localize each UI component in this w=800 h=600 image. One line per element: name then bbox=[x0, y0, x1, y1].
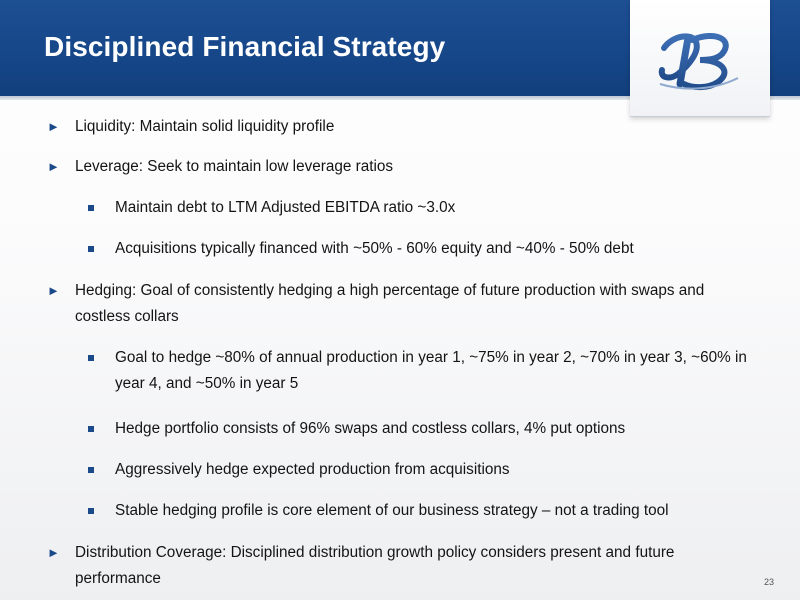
list-item: ► Leverage: Seek to maintain low leverag… bbox=[47, 154, 755, 180]
list-item-text: Maintain debt to LTM Adjusted EBITDA rat… bbox=[115, 199, 456, 216]
list-item: Goal to hedge ~80% of annual production … bbox=[88, 345, 765, 397]
list-item-text: Acquisitions typically financed with ~50… bbox=[115, 240, 634, 257]
list-item-text: Aggressively hedge expected production f… bbox=[115, 461, 510, 478]
triangle-bullet-icon: ► bbox=[47, 283, 60, 298]
list-item: Acquisitions typically financed with ~50… bbox=[88, 236, 765, 262]
page-number: 23 bbox=[764, 577, 775, 587]
triangle-bullet-icon: ► bbox=[47, 545, 60, 560]
list-item: Hedge portfolio consists of 96% swaps an… bbox=[88, 416, 765, 442]
list-item-text: Liquidity: Maintain solid liquidity prof… bbox=[75, 118, 335, 135]
list-item: ► Distribution Coverage: Disciplined dis… bbox=[47, 540, 755, 592]
list-item: Maintain debt to LTM Adjusted EBITDA rat… bbox=[88, 195, 765, 221]
square-bullet-icon bbox=[88, 426, 94, 432]
square-bullet-icon bbox=[88, 508, 94, 514]
list-item: Stable hedging profile is core element o… bbox=[88, 498, 765, 524]
square-bullet-icon bbox=[88, 246, 94, 252]
triangle-bullet-icon: ► bbox=[47, 119, 60, 134]
list-item-text: Leverage: Seek to maintain low leverage … bbox=[75, 158, 394, 175]
list-item-text: Distribution Coverage: Disciplined distr… bbox=[75, 544, 675, 587]
monogram-logo-icon bbox=[658, 33, 739, 91]
logo-panel bbox=[630, 0, 770, 117]
list-item: Aggressively hedge expected production f… bbox=[88, 457, 765, 483]
slide-title: Disciplined Financial Strategy bbox=[44, 31, 446, 62]
list-item-text: Hedging: Goal of consistently hedging a … bbox=[75, 282, 705, 325]
header-divider bbox=[0, 96, 800, 100]
square-bullet-icon bbox=[88, 355, 94, 361]
list-item: ► Liquidity: Maintain solid liquidity pr… bbox=[47, 114, 755, 140]
square-bullet-icon bbox=[88, 205, 94, 211]
list-item-text: Goal to hedge ~80% of annual production … bbox=[115, 349, 747, 392]
square-bullet-icon bbox=[88, 467, 94, 473]
list-item-text: Stable hedging profile is core element o… bbox=[115, 502, 669, 519]
list-item: ► Hedging: Goal of consistently hedging … bbox=[47, 278, 755, 330]
triangle-bullet-icon: ► bbox=[47, 159, 60, 174]
list-item-text: Hedge portfolio consists of 96% swaps an… bbox=[115, 420, 626, 437]
